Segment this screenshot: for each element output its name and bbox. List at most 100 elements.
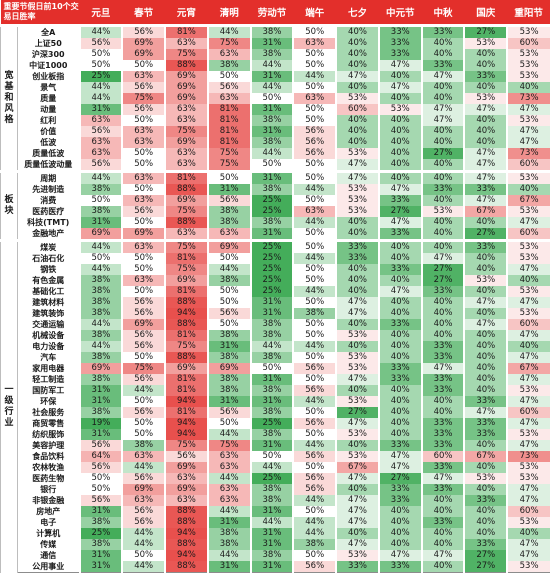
heatmap-cell: 47% xyxy=(506,264,550,275)
heatmap-cell: 40% xyxy=(463,60,508,71)
heatmap-cell: 56% xyxy=(121,374,166,385)
heatmap-cell: 38% xyxy=(249,184,294,195)
heatmap-cell: 40% xyxy=(506,341,550,352)
heatmap-cell: 75% xyxy=(164,126,208,137)
heatmap-cell: 31% xyxy=(249,228,294,241)
heatmap-cell: 33% xyxy=(420,429,465,440)
heatmap-cell: 31% xyxy=(249,308,294,319)
heatmap-cell: 63% xyxy=(164,148,208,159)
heatmap-cell: 47% xyxy=(335,297,379,308)
heatmap-cell: 75% xyxy=(206,159,251,172)
heatmap-cell: 67% xyxy=(463,451,508,462)
heatmap-cell: 53% xyxy=(377,104,422,115)
heatmap-cell: 47% xyxy=(506,484,550,495)
table-row: 家用电器 69% 75% 69% 69% 50% 56% 53% 33% 47% 40% 67% xyxy=(1,363,550,374)
table-row: 沪深300 50% 69% 75% 63% 38% 50% 40% 33% 40% 40% 53% xyxy=(1,49,550,60)
heatmap-cell: 69% xyxy=(164,195,208,206)
heatmap-cell: 63% xyxy=(78,137,123,148)
heatmap-cell: 40% xyxy=(420,239,465,253)
heatmap-cell: 40% xyxy=(506,275,550,286)
row-label: 中证1000 xyxy=(17,60,80,71)
heatmap-cell: 31% xyxy=(249,126,294,137)
row-label: 公用事业 xyxy=(17,561,80,573)
heatmap-cell: 56% xyxy=(121,104,166,115)
row-label: 低波 xyxy=(17,137,80,148)
heatmap-cell: 40% xyxy=(463,286,508,297)
heatmap-cell: 47% xyxy=(377,286,422,297)
heatmap-cell: 33% xyxy=(335,253,379,264)
heatmap-cell: 67% xyxy=(335,462,379,473)
column-header: 中秋 xyxy=(421,0,465,26)
heatmap-cell: 44% xyxy=(121,462,166,473)
heatmap-cell: 47% xyxy=(377,60,422,71)
column-header: 中元节 xyxy=(378,0,422,26)
heatmap-cell: 63% xyxy=(206,49,251,60)
heatmap-cell: 40% xyxy=(420,308,465,319)
heatmap-cell: 31% xyxy=(249,539,294,550)
heatmap-cell: 69% xyxy=(164,484,208,495)
heatmap-cell: 40% xyxy=(420,319,465,330)
heatmap-cell: 33% xyxy=(463,239,508,253)
heatmap-cell: 44% xyxy=(206,473,251,484)
heatmap-cell: 38% xyxy=(78,308,123,319)
heatmap-cell: 69% xyxy=(121,49,166,60)
heatmap-cell: 40% xyxy=(463,264,508,275)
heatmap-cell: 40% xyxy=(420,528,465,539)
heatmap-cell: 47% xyxy=(506,297,550,308)
heatmap-cell: 56% xyxy=(121,517,166,528)
heatmap-cell: 40% xyxy=(335,341,379,352)
row-label: 先进制造 xyxy=(17,184,80,195)
heatmap-cell: 40% xyxy=(420,126,465,137)
heatmap-cell: 40% xyxy=(377,528,422,539)
heatmap-cell: 38% xyxy=(249,495,294,506)
heatmap-cell: 88% xyxy=(164,217,208,228)
heatmap-cell: 47% xyxy=(335,473,379,484)
heatmap-cell: 56% xyxy=(292,473,337,484)
heatmap-cell: 44% xyxy=(121,561,166,573)
heatmap-cell: 31% xyxy=(78,217,123,228)
heatmap-cell: 38% xyxy=(206,539,251,550)
heatmap-cell: 25% xyxy=(249,195,294,206)
heatmap-cell: 47% xyxy=(506,126,550,137)
heatmap-cell: 50% xyxy=(206,297,251,308)
heatmap-cell: 75% xyxy=(164,440,208,451)
heatmap-cell: 33% xyxy=(377,495,422,506)
heatmap-cell: 38% xyxy=(249,137,294,148)
heatmap-cell: 56% xyxy=(206,82,251,93)
heatmap-cell: 44% xyxy=(292,440,337,451)
column-header: 春节 xyxy=(122,0,166,26)
heatmap-cell: 44% xyxy=(292,184,337,195)
heatmap-cell: 60% xyxy=(420,451,465,462)
heatmap-cell: 33% xyxy=(463,396,508,407)
table-row: 电力设备 44% 56% 75% 31% 44% 44% 40% 40% 33% 40% 40% xyxy=(1,341,550,352)
heatmap-cell: 47% xyxy=(506,550,550,561)
heatmap-cell: 33% xyxy=(420,184,465,195)
column-header: 重阳节 xyxy=(507,0,550,26)
heatmap-cell: 53% xyxy=(335,451,379,462)
heatmap-cell: 40% xyxy=(377,170,422,184)
heatmap-cell: 50% xyxy=(292,319,337,330)
heatmap-cell: 53% xyxy=(506,429,550,440)
heatmap-cell: 50% xyxy=(78,49,123,60)
heatmap-cell: 50% xyxy=(292,228,337,241)
heatmap-cell: 56% xyxy=(292,484,337,495)
row-label: 通信 xyxy=(17,550,80,561)
heatmap-cell: 38% xyxy=(78,275,123,286)
table-row: 有色金属 38% 63% 69% 38% 25% 50% 40% 40% 27% 53% 40% xyxy=(1,275,550,286)
heatmap-cell: 40% xyxy=(335,126,379,137)
heatmap-cell: 40% xyxy=(420,539,465,550)
heatmap-cell: 53% xyxy=(506,286,550,297)
row-label: 医药生物 xyxy=(17,473,80,484)
heatmap-cell: 50% xyxy=(121,429,166,440)
heatmap-cell: 53% xyxy=(506,517,550,528)
heatmap-cell: 56% xyxy=(78,38,123,49)
heatmap-cell: 50% xyxy=(121,396,166,407)
heatmap-cell: 63% xyxy=(121,71,166,82)
heatmap-cell: 75% xyxy=(121,363,166,374)
heatmap-cell: 50% xyxy=(121,115,166,126)
heatmap-cell: 94% xyxy=(164,429,208,440)
table-row: 轻工制造 38% 56% 81% 38% 31% 50% 47% 33% 33% 40% 47% xyxy=(1,374,550,385)
heatmap-cell: 44% xyxy=(292,286,337,297)
heatmap-cell: 33% xyxy=(377,561,422,573)
heatmap-cell: 50% xyxy=(292,115,337,126)
